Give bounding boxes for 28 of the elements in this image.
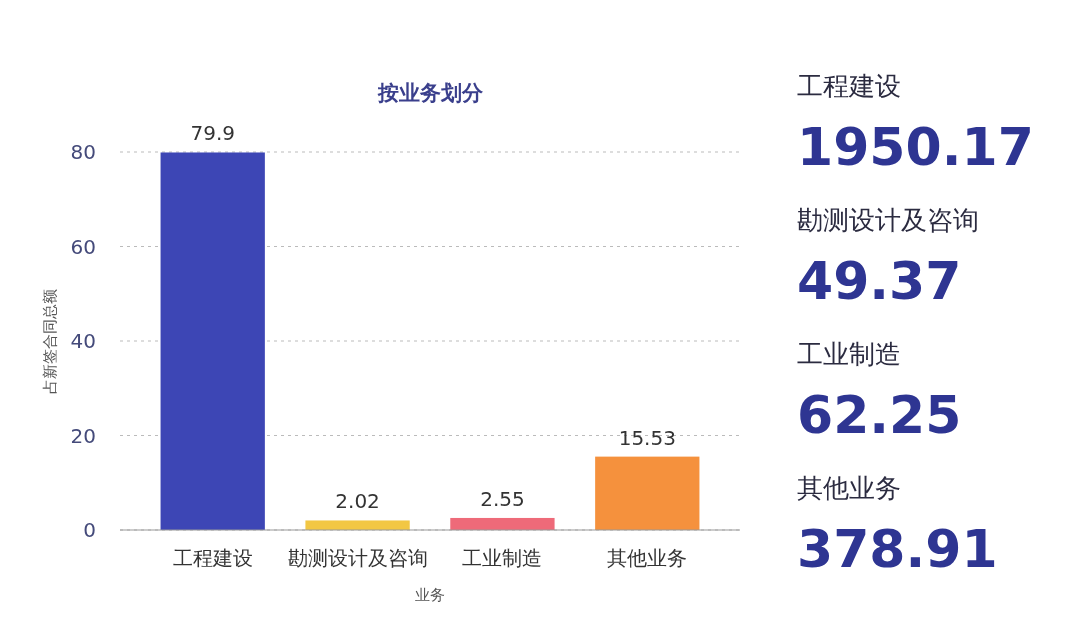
category-label: 其他业务 — [797, 473, 901, 503]
y-tick-label: 20 — [70, 423, 96, 448]
y-tick-label: 0 — [83, 518, 96, 542]
x-tick-label: 工业制造 — [462, 546, 543, 570]
y-tick-label: 60 — [70, 234, 96, 259]
category-label: 工业制造 — [797, 339, 901, 369]
data-label: 79.9 — [190, 121, 235, 146]
x-tick-label: 工程建设 — [172, 546, 253, 570]
bar — [160, 152, 265, 530]
bar — [305, 520, 410, 530]
y-tick-label: 40 — [70, 329, 96, 353]
category-label: 工程建设 — [797, 71, 901, 101]
y-tick-label: 80 — [70, 140, 96, 164]
y-axis-title: 占新签合同总额 — [41, 288, 59, 394]
x-axis-title: 业务 — [415, 586, 445, 604]
category-label: 勘测设计及咨询 — [797, 205, 979, 235]
x-tick-label: 其他业务 — [607, 546, 688, 570]
data-label: 1950.17 — [797, 117, 1034, 177]
chart-title: 按业务划分 — [376, 81, 484, 105]
data-label: 62.25 — [797, 385, 962, 445]
x-tick-label: 勘测设计及咨询 — [287, 546, 428, 570]
data-label: 2.55 — [480, 486, 525, 511]
bar — [595, 456, 700, 530]
data-label: 378.91 — [797, 519, 998, 579]
bar — [450, 517, 555, 530]
data-label: 2.02 — [335, 489, 380, 514]
data-label: 49.37 — [797, 251, 962, 311]
data-label: 15.53 — [618, 425, 676, 450]
